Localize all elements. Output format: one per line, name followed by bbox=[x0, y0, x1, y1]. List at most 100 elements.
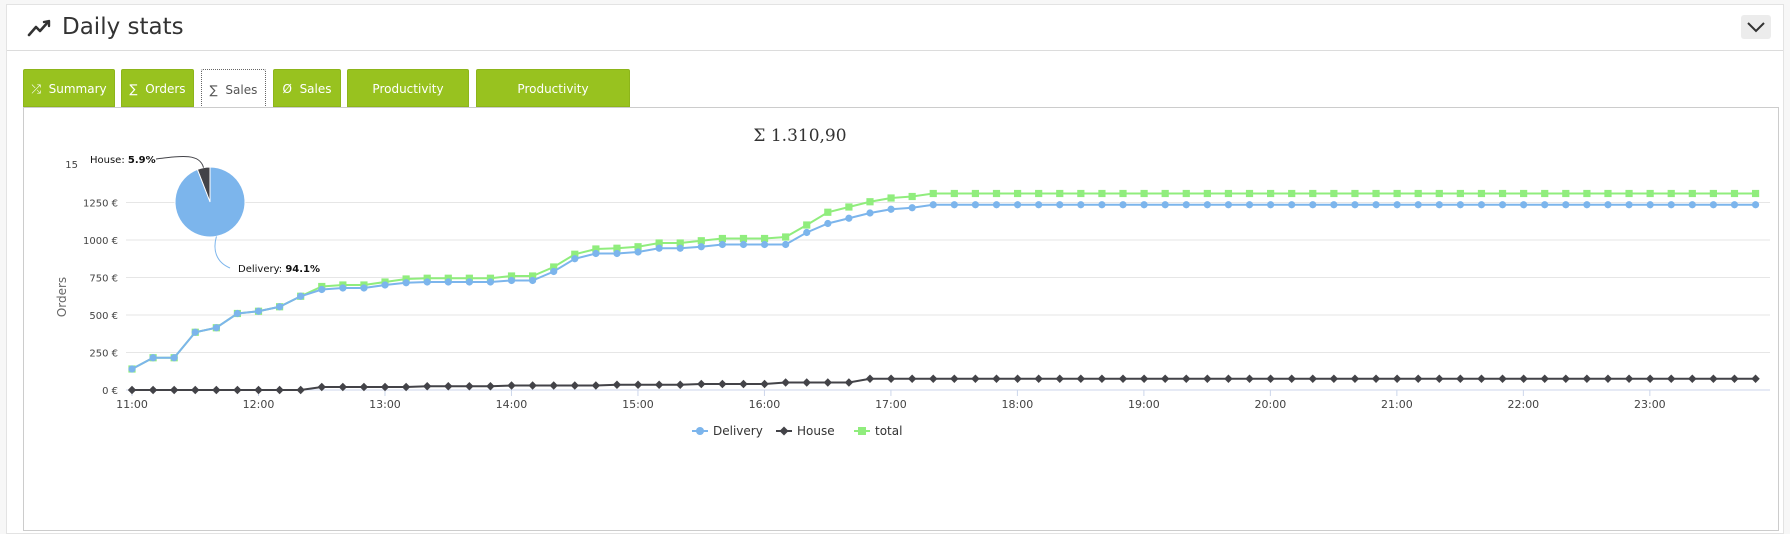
data-point bbox=[1645, 374, 1655, 383]
x-tick-label: 23:00 bbox=[1634, 398, 1666, 411]
data-point bbox=[1140, 189, 1148, 198]
data-point bbox=[444, 278, 452, 286]
y-tick-label: 0 € bbox=[102, 386, 118, 397]
data-point bbox=[1013, 374, 1022, 383]
data-point bbox=[297, 292, 305, 300]
data-point bbox=[339, 284, 347, 292]
legend-item-total[interactable]: total bbox=[854, 424, 902, 438]
legend-label: Delivery bbox=[713, 424, 763, 438]
x-tick-label: 22:00 bbox=[1507, 398, 1539, 411]
data-point bbox=[1709, 189, 1717, 198]
data-point bbox=[359, 382, 369, 392]
data-point bbox=[1098, 189, 1106, 198]
data-point bbox=[170, 354, 178, 362]
data-point bbox=[1267, 189, 1275, 198]
data-point bbox=[1498, 201, 1507, 209]
data-point bbox=[739, 379, 748, 389]
data-point bbox=[824, 208, 832, 216]
y-tick-label: 1250 € bbox=[83, 199, 118, 210]
data-point bbox=[1561, 374, 1571, 383]
tab-orders[interactable]: ∑ Orders bbox=[121, 69, 194, 107]
data-point bbox=[444, 274, 452, 282]
tab-productivity-accumulating[interactable]: Productivity (accumulating) bbox=[476, 69, 630, 134]
data-point bbox=[1330, 201, 1338, 209]
data-point bbox=[1414, 201, 1422, 209]
data-point bbox=[1351, 201, 1359, 209]
data-point bbox=[1688, 201, 1696, 209]
tab-productivity-hourly[interactable]: Productivity (hourly) bbox=[347, 69, 469, 134]
tab-label: Sales bbox=[299, 82, 332, 96]
data-point bbox=[1456, 201, 1464, 209]
data-point bbox=[1646, 189, 1654, 198]
data-point bbox=[1603, 374, 1613, 383]
data-point bbox=[1583, 201, 1591, 209]
series-line bbox=[131, 203, 1756, 370]
data-point bbox=[1203, 374, 1212, 383]
data-point bbox=[1288, 201, 1296, 209]
daily-stats-panel: Daily stats ⤮ Summary ∑ Orders ∑ Sales Ø… bbox=[6, 4, 1784, 534]
data-point bbox=[929, 374, 938, 383]
data-point bbox=[529, 276, 537, 285]
chevron-down-icon bbox=[1747, 22, 1765, 33]
legend-item-delivery[interactable]: Delivery bbox=[692, 424, 763, 438]
data-point bbox=[844, 378, 854, 387]
data-point bbox=[676, 239, 684, 247]
data-point bbox=[338, 382, 348, 392]
data-point bbox=[1393, 201, 1401, 209]
data-point bbox=[507, 381, 516, 390]
data-point bbox=[950, 189, 958, 198]
data-point bbox=[592, 249, 600, 258]
data-point bbox=[1013, 189, 1022, 198]
tab-label: Sales bbox=[225, 83, 258, 97]
x-tick-label: 15:00 bbox=[622, 398, 654, 411]
data-point bbox=[823, 378, 833, 387]
tab-sales-sum[interactable]: ∑ Sales bbox=[201, 69, 266, 109]
data-point bbox=[1392, 374, 1402, 383]
data-point bbox=[1435, 189, 1443, 198]
data-point bbox=[612, 380, 622, 389]
legend-marker bbox=[779, 426, 789, 436]
data-point bbox=[1520, 201, 1528, 209]
data-point bbox=[571, 255, 579, 263]
data-point bbox=[1730, 374, 1739, 383]
legend-item-house[interactable]: House bbox=[776, 424, 835, 438]
data-point bbox=[992, 374, 1001, 383]
data-point bbox=[486, 274, 495, 282]
shuffle-icon: ⤮ bbox=[31, 82, 41, 96]
series-line bbox=[131, 192, 1756, 370]
data-point bbox=[233, 385, 242, 395]
x-tick-label: 19:00 bbox=[1128, 398, 1160, 411]
data-point bbox=[592, 245, 600, 253]
data-point bbox=[570, 381, 579, 390]
data-point bbox=[782, 240, 790, 249]
pie-label-delivery: Delivery: 94.1% bbox=[238, 264, 320, 275]
trend-line-icon bbox=[27, 19, 51, 37]
data-point bbox=[1118, 374, 1128, 383]
data-point bbox=[845, 214, 853, 222]
data-point bbox=[1751, 189, 1760, 198]
data-point bbox=[1435, 374, 1444, 383]
tab-summary[interactable]: ⤮ Summary bbox=[23, 69, 115, 107]
collapse-button[interactable] bbox=[1741, 15, 1771, 39]
sales-chart: Σ 1.310,90 Orders 15 0 € 250 € 500 € 750 € 1… bbox=[55, 126, 1770, 438]
x-tick-label: 13:00 bbox=[369, 398, 401, 411]
data-point bbox=[1667, 189, 1675, 198]
data-point bbox=[275, 385, 284, 395]
data-point bbox=[992, 201, 1001, 209]
tab-label: Orders bbox=[145, 82, 186, 96]
data-point bbox=[697, 237, 705, 245]
data-point bbox=[1456, 374, 1465, 383]
average-icon: Ø bbox=[282, 82, 292, 96]
data-point bbox=[191, 385, 200, 395]
data-point bbox=[845, 203, 853, 211]
data-point bbox=[908, 192, 916, 201]
data-point bbox=[1477, 201, 1486, 209]
data-point bbox=[1541, 189, 1549, 198]
data-point bbox=[739, 240, 748, 249]
legend-label: total bbox=[875, 424, 902, 438]
data-point bbox=[1562, 201, 1570, 209]
data-point bbox=[128, 365, 136, 373]
data-point bbox=[549, 381, 558, 390]
data-point bbox=[1056, 201, 1064, 209]
tab-sales-average[interactable]: Ø Sales bbox=[273, 69, 341, 107]
